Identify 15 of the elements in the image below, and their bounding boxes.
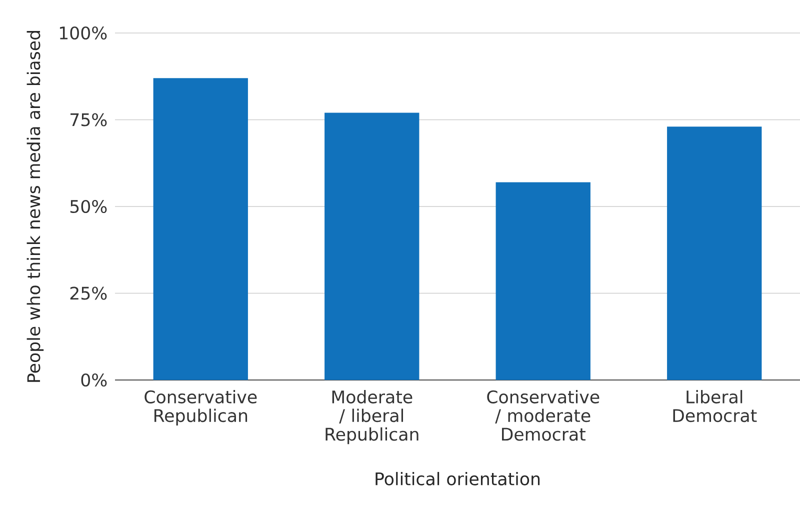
y-tick-label: 50% — [70, 200, 107, 214]
bar — [324, 112, 420, 380]
x-tick-label: Conservative Republican — [144, 390, 257, 426]
bar — [153, 78, 248, 380]
x-tick-label: Moderate / liberal Republican — [326, 390, 418, 444]
y-tick-label: 75% — [70, 113, 107, 126]
bar — [667, 126, 762, 380]
x-tick-label: Conservative / moderate Democrat — [487, 390, 600, 441]
y-tick-label: 0% — [81, 373, 107, 387]
x-axis-title: Political orientation — [376, 472, 540, 486]
x-tick-label: Liberal Democrat — [673, 390, 757, 422]
bar — [496, 182, 590, 380]
y-tick-label: 25% — [70, 286, 107, 300]
y-axis-title: People who think news media are biased — [26, 31, 44, 382]
y-tick-label: 100% — [60, 26, 107, 40]
